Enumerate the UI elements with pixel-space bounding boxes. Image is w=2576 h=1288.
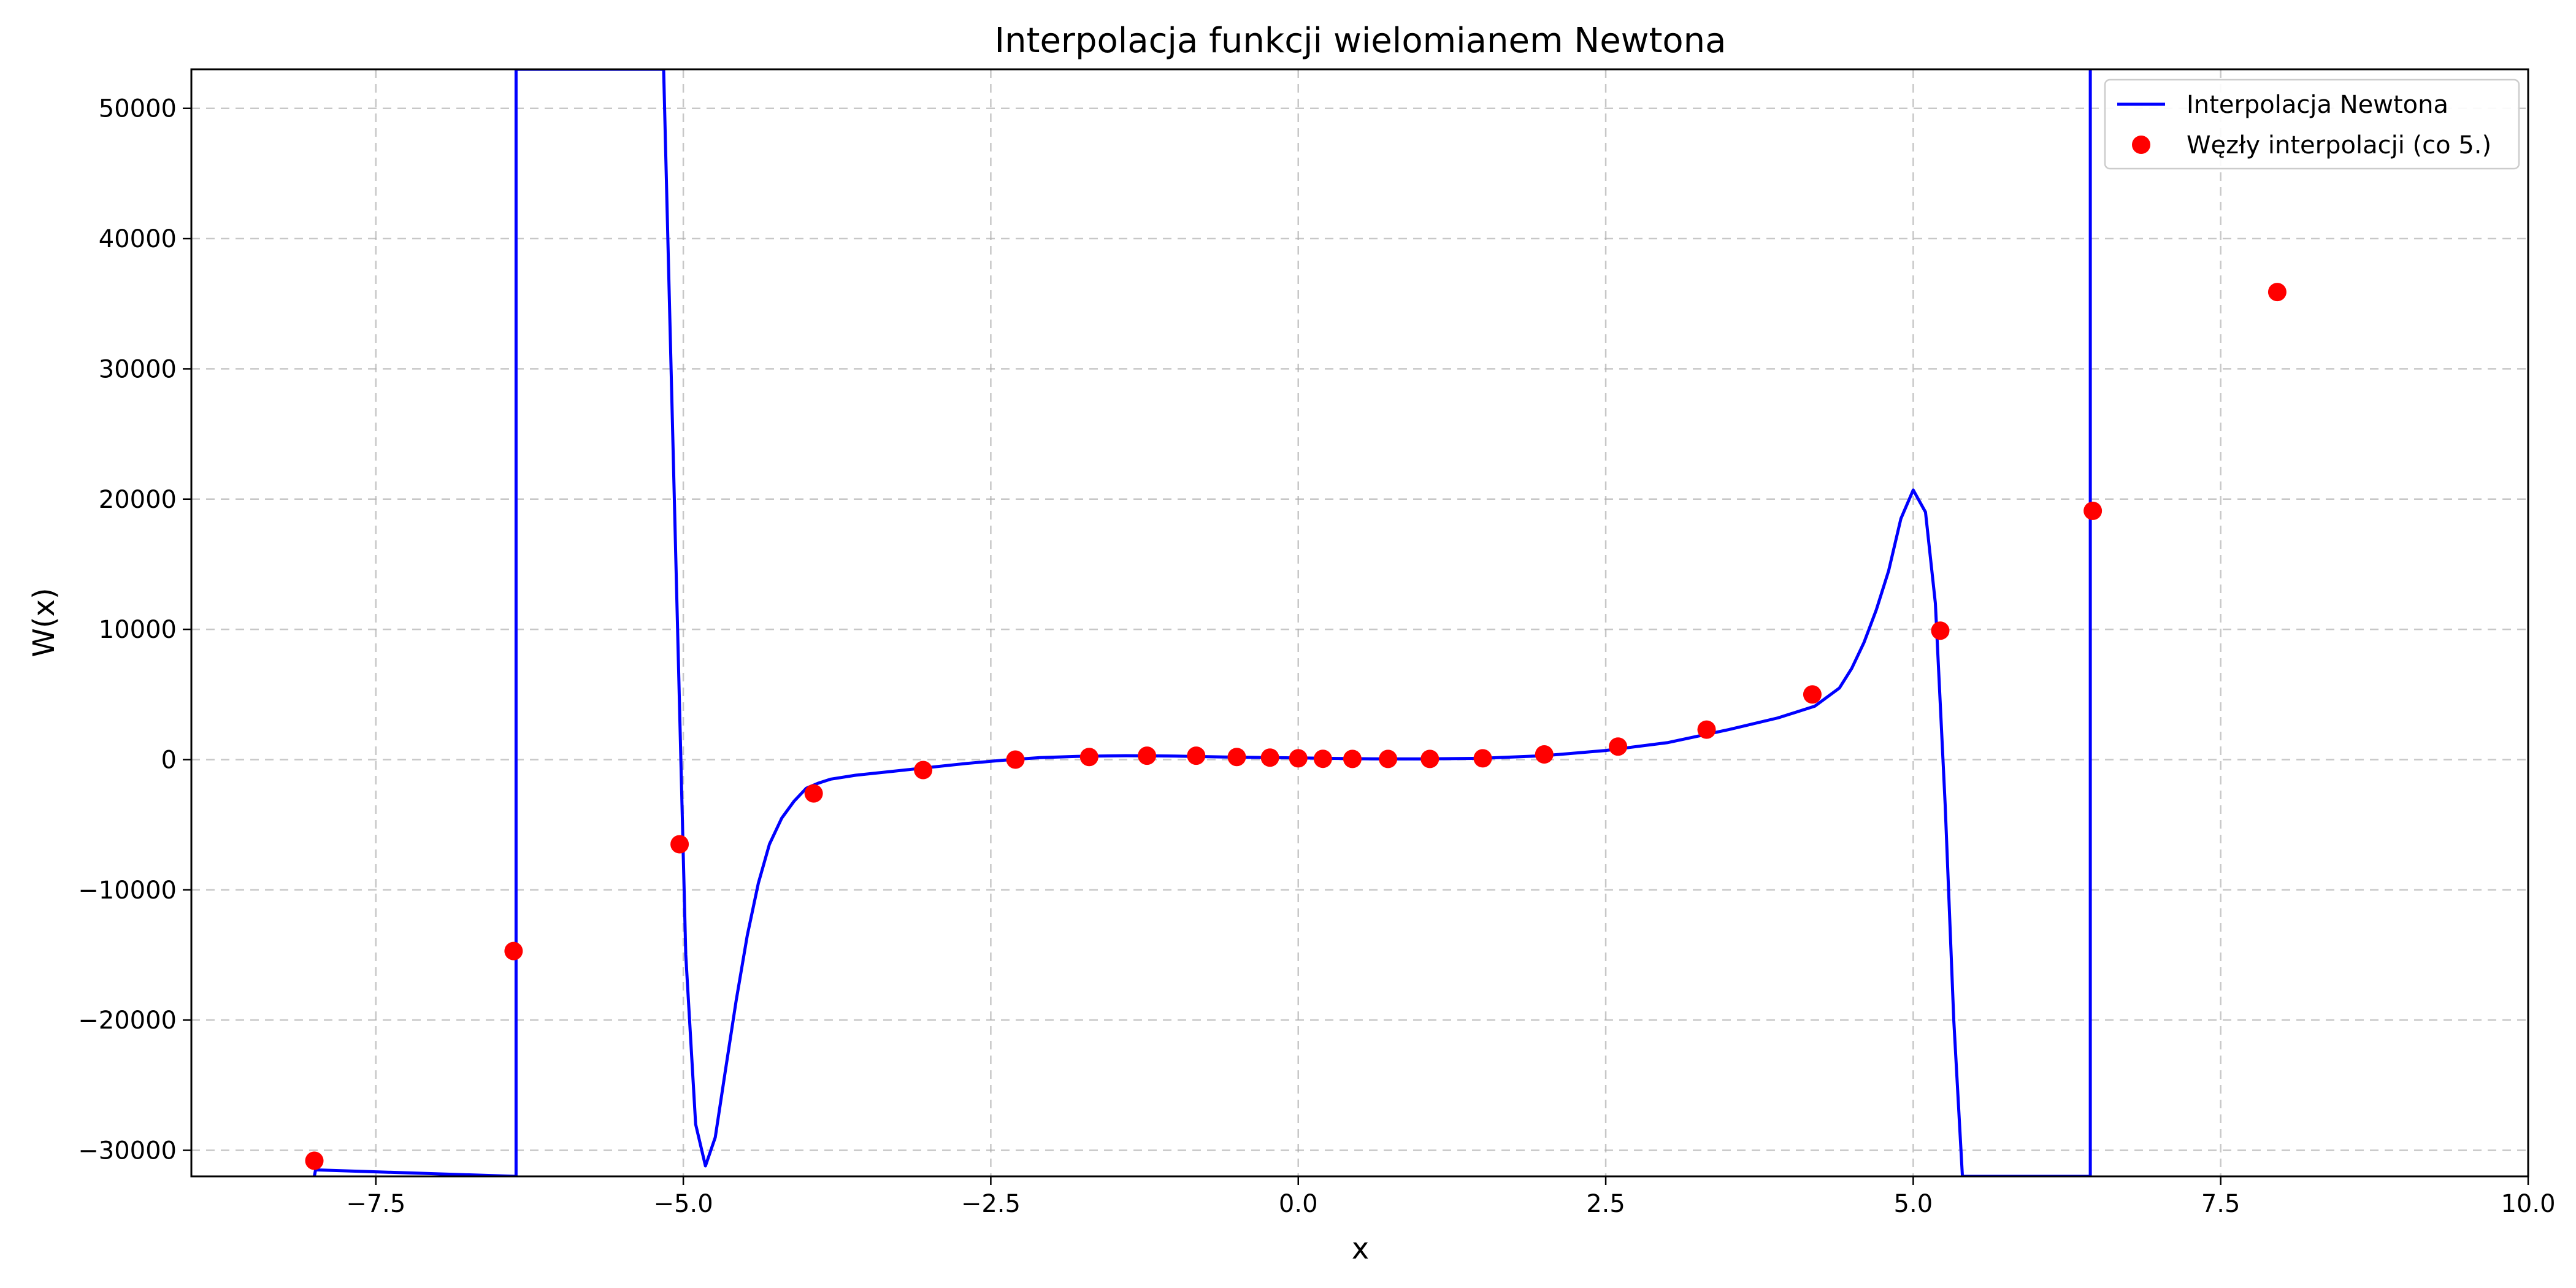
interpolation-node-point (1006, 750, 1025, 769)
legend-label-nodes: Węzły interpolacji (co 5.) (2187, 131, 2491, 159)
interpolation-node-point (1313, 749, 1332, 769)
y-tick-label: −20000 (78, 1006, 177, 1035)
x-tick-label: 2.5 (1586, 1190, 1625, 1218)
y-tick-label: −30000 (78, 1137, 177, 1165)
interpolation-node-point (1803, 685, 1822, 704)
plot-area (305, 69, 2287, 1176)
interpolation-node-point (2267, 283, 2287, 302)
x-axis: −7.5 −5.0 −2.5 0.0 2.5 5.0 7.5 10.0 (346, 1176, 2556, 1218)
y-axis-label: W(x) (27, 588, 61, 657)
interpolation-node-point (1227, 748, 1246, 767)
interpolation-node-point (2083, 501, 2103, 520)
interpolation-node-point (1138, 746, 1157, 765)
interpolation-node-point (1697, 720, 1716, 739)
y-axis: −30000 −20000 −10000 0 10000 20000 30000 40000 5… (78, 95, 191, 1165)
x-tick-label: −7.5 (346, 1190, 405, 1218)
interpolation-node-point (1343, 749, 1362, 769)
y-tick-label: 0 (161, 746, 177, 774)
interpolation-node-point (1187, 746, 1206, 765)
interpolation-node-point (914, 761, 933, 780)
interpolation-node-point (1079, 748, 1098, 767)
plot-frame (190, 68, 2529, 1178)
interpolation-node-point (1473, 749, 1492, 768)
x-tick-label: 0.0 (1279, 1190, 1318, 1218)
x-tick-label: 10.0 (2501, 1190, 2555, 1218)
interpolation-node-point (1289, 749, 1308, 768)
x-tick-label: −5.0 (654, 1190, 713, 1218)
interpolation-node-point (1609, 737, 1628, 756)
interpolation-node-point (670, 835, 689, 854)
interpolation-node-point (804, 784, 823, 803)
interpolation-node-point (504, 941, 523, 960)
y-tick-label: 40000 (99, 225, 177, 253)
x-axis-label: x (1352, 1232, 1369, 1266)
y-tick-label: 10000 (99, 616, 177, 644)
y-tick-label: −10000 (78, 876, 177, 905)
interpolation-node-point (1931, 621, 1950, 640)
legend-box (2104, 79, 2520, 170)
x-tick-label: 7.5 (2201, 1190, 2241, 1218)
legend: Interpolacja Newtona Węzły interpolacji … (2104, 79, 2520, 170)
legend-label-interpolation: Interpolacja Newtona (2187, 91, 2448, 119)
x-tick-label: 5.0 (1894, 1190, 1933, 1218)
interpolation-node-point (1420, 749, 1439, 769)
interpolation-node-point (1535, 745, 1554, 764)
y-tick-label: 30000 (99, 355, 177, 383)
interpolation-node-point (305, 1151, 324, 1170)
interpolation-node-point (1379, 749, 1398, 769)
legend-point-marker (2132, 136, 2150, 154)
y-tick-label: 20000 (99, 486, 177, 514)
x-tick-label: −2.5 (961, 1190, 1021, 1218)
grid (191, 69, 2529, 1176)
chart-title: Interpolacja funkcji wielomianem Newtona (995, 21, 1727, 61)
y-tick-label: 50000 (99, 95, 177, 123)
interpolation-node-point (1260, 748, 1279, 767)
